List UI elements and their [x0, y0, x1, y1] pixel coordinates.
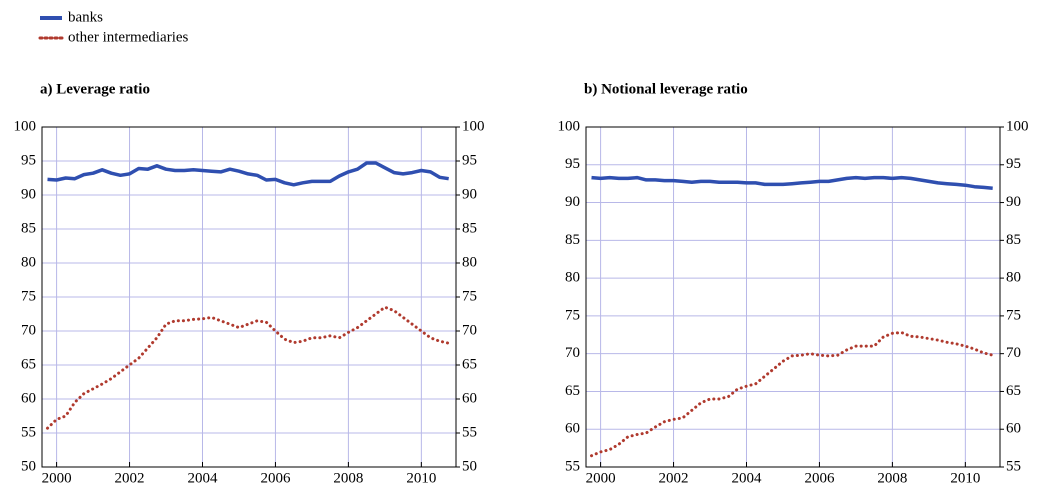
y2-tick-label: 70 — [462, 322, 477, 338]
y2-tick-label: 80 — [462, 254, 477, 270]
y2-tick-label: 95 — [1006, 156, 1021, 172]
x-tick-label: 2006 — [260, 470, 291, 486]
y-tick-label: 80 — [565, 270, 580, 286]
y2-tick-label: 75 — [462, 288, 477, 304]
y2-tick-label: 50 — [462, 458, 477, 474]
plot-frame — [585, 126, 1001, 468]
line-series — [47, 161, 449, 187]
y-tick-label: 75 — [565, 307, 580, 323]
y2-tick-label: 65 — [462, 356, 477, 372]
y2-tick-label: 65 — [1006, 383, 1021, 399]
y-tick-label: 70 — [21, 322, 36, 338]
y-tick-label: 100 — [14, 118, 37, 134]
y2-tick-label: 85 — [462, 220, 477, 236]
chart-title: a) Leverage ratio — [40, 81, 150, 97]
x-tick-label: 2008 — [877, 470, 907, 486]
y2-tick-label: 75 — [1006, 307, 1021, 323]
y-tick-label: 60 — [21, 390, 36, 406]
y-tick-label: 70 — [565, 345, 580, 361]
y2-tick-label: 90 — [462, 186, 477, 202]
y-tick-label: 50 — [21, 458, 36, 474]
y-tick-label: 75 — [21, 288, 36, 304]
plot-frame — [41, 126, 457, 468]
x-tick-label: 2008 — [333, 470, 363, 486]
y2-tick-label: 60 — [1006, 421, 1021, 437]
chart-title: b) Notional leverage ratio — [584, 81, 748, 97]
x-tick-label: 2000 — [42, 470, 72, 486]
x-tick-label: 2000 — [586, 470, 616, 486]
y-tick-label: 100 — [558, 118, 581, 134]
line-series — [46, 305, 451, 430]
y2-tick-label: 55 — [1006, 458, 1021, 474]
y2-tick-label: 90 — [1006, 194, 1021, 210]
x-tick-label: 2010 — [950, 470, 980, 486]
y-tick-label: 65 — [565, 383, 580, 399]
y-tick-label: 95 — [565, 156, 580, 172]
y2-tick-label: 100 — [462, 118, 485, 134]
y2-tick-label: 100 — [1006, 118, 1029, 134]
x-tick-label: 2002 — [115, 470, 145, 486]
y-tick-label: 60 — [565, 421, 580, 437]
x-tick-label: 2002 — [659, 470, 689, 486]
y-tick-label: 90 — [21, 186, 36, 202]
y2-tick-label: 60 — [462, 390, 477, 406]
legend-label: banks — [68, 9, 103, 25]
x-tick-label: 2010 — [406, 470, 436, 486]
y2-tick-label: 95 — [462, 152, 477, 168]
y2-tick-label: 70 — [1006, 345, 1021, 361]
y-tick-label: 55 — [21, 424, 36, 440]
line-series — [591, 175, 993, 190]
legend-label: other intermediaries — [68, 29, 189, 45]
y-tick-label: 80 — [21, 254, 36, 270]
y-tick-label: 55 — [565, 458, 580, 474]
y2-tick-label: 80 — [1006, 270, 1021, 286]
line-series — [590, 331, 995, 458]
y-tick-label: 85 — [565, 232, 580, 248]
y2-tick-label: 55 — [462, 424, 477, 440]
y-tick-label: 95 — [21, 152, 36, 168]
x-tick-label: 2004 — [187, 470, 218, 486]
x-tick-label: 2006 — [804, 470, 835, 486]
y-tick-label: 90 — [565, 194, 580, 210]
y2-tick-label: 85 — [1006, 232, 1021, 248]
y-tick-label: 65 — [21, 356, 36, 372]
y-tick-label: 85 — [21, 220, 36, 236]
x-tick-label: 2004 — [731, 470, 762, 486]
